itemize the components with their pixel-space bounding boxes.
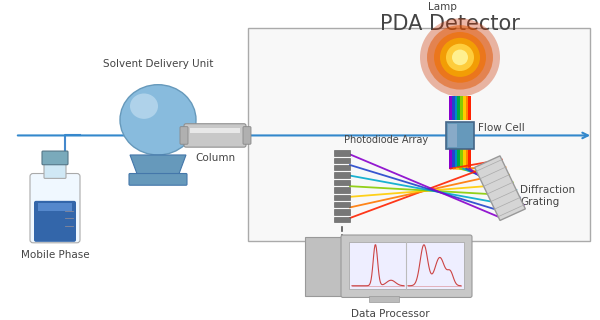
Bar <box>38 203 72 211</box>
FancyBboxPatch shape <box>184 124 246 147</box>
Text: Flow Cell: Flow Cell <box>478 123 525 133</box>
Ellipse shape <box>427 25 493 90</box>
Bar <box>334 172 350 178</box>
FancyBboxPatch shape <box>129 173 187 185</box>
Bar <box>452 149 455 169</box>
Text: Mobile Phase: Mobile Phase <box>20 250 89 260</box>
FancyBboxPatch shape <box>243 127 251 144</box>
Bar <box>468 96 471 120</box>
Bar <box>334 157 350 163</box>
Text: Column: Column <box>195 153 235 163</box>
FancyBboxPatch shape <box>30 173 80 243</box>
Bar <box>334 165 350 170</box>
FancyBboxPatch shape <box>34 201 76 242</box>
Bar <box>463 149 466 169</box>
Polygon shape <box>130 155 186 176</box>
Bar <box>334 180 350 185</box>
Text: Diffraction
Grating: Diffraction Grating <box>520 185 575 207</box>
Bar <box>448 124 457 147</box>
Bar <box>463 96 466 120</box>
Text: Lamp: Lamp <box>428 3 457 12</box>
Bar <box>457 96 460 120</box>
Bar <box>369 295 399 302</box>
Bar <box>190 128 240 133</box>
Text: Solvent Delivery Unit: Solvent Delivery Unit <box>103 59 213 69</box>
Bar <box>452 96 455 120</box>
Bar <box>334 150 350 156</box>
FancyBboxPatch shape <box>341 235 472 298</box>
FancyBboxPatch shape <box>44 161 66 178</box>
Bar <box>334 209 350 215</box>
Bar <box>449 96 452 120</box>
Text: Data Processor: Data Processor <box>350 309 430 319</box>
Bar <box>457 149 460 169</box>
Bar <box>466 149 468 169</box>
Bar <box>334 195 350 200</box>
Polygon shape <box>475 156 526 220</box>
Bar <box>455 96 457 120</box>
Text: Photodiode Array: Photodiode Array <box>344 135 428 145</box>
Ellipse shape <box>452 50 468 65</box>
Text: PDA Detector: PDA Detector <box>380 14 520 35</box>
FancyBboxPatch shape <box>446 122 474 149</box>
Bar <box>455 149 457 169</box>
Bar <box>334 187 350 193</box>
Bar <box>334 217 350 222</box>
Ellipse shape <box>440 38 480 77</box>
Bar <box>468 149 471 169</box>
Bar <box>466 96 468 120</box>
Bar <box>305 237 343 295</box>
Bar <box>248 28 590 241</box>
Ellipse shape <box>434 32 486 83</box>
FancyBboxPatch shape <box>180 127 188 144</box>
FancyBboxPatch shape <box>42 151 68 165</box>
Ellipse shape <box>446 44 474 71</box>
Ellipse shape <box>420 18 500 96</box>
Ellipse shape <box>120 85 196 155</box>
Bar <box>349 242 464 289</box>
Bar <box>460 149 463 169</box>
Bar <box>449 149 452 169</box>
Bar <box>334 202 350 207</box>
Ellipse shape <box>130 93 158 119</box>
Bar <box>460 96 463 120</box>
